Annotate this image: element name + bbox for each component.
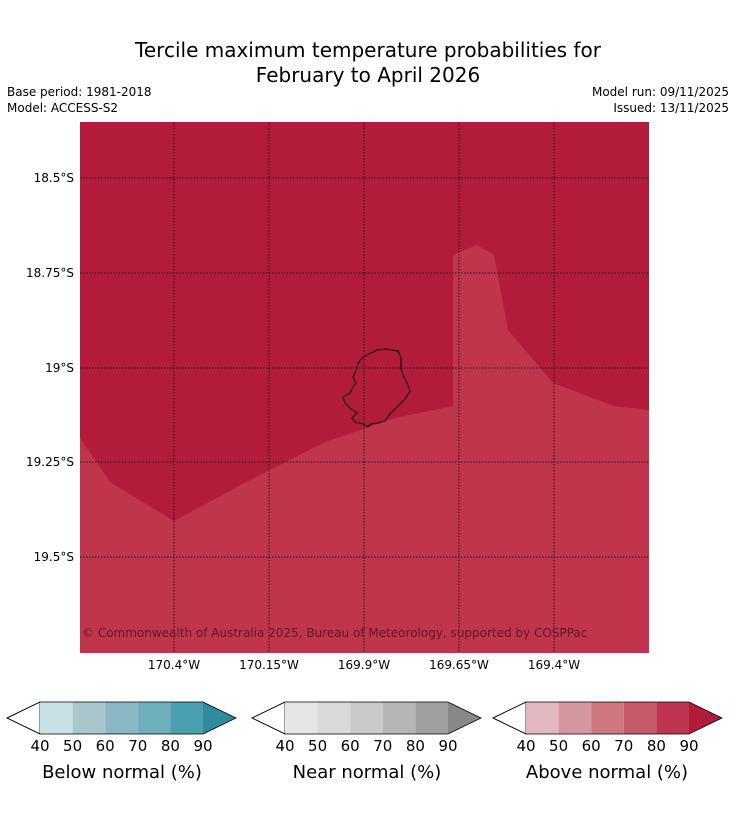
colorbar-above-bin xyxy=(591,702,624,734)
colorbar-near-bin xyxy=(415,702,448,734)
colorbar-above-extend-high xyxy=(689,702,722,734)
colorbar-below-bin xyxy=(105,702,138,734)
island-coastline xyxy=(342,348,411,428)
colorbar-tick-label: 70 xyxy=(373,737,393,755)
colorbar-near-bin xyxy=(317,702,351,734)
meta-left: Base period: 1981-2018 Model: ACCESS-S2 xyxy=(7,84,152,116)
title-line-1: Tercile maximum temperature probabilitie… xyxy=(135,38,601,62)
colorbar-tick-label: 80 xyxy=(646,737,666,755)
colorbar-tick-label: 90 xyxy=(193,737,213,755)
lat-label: 18.5°S xyxy=(33,171,74,185)
title-line-2: February to April 2026 xyxy=(255,63,481,87)
model-name: Model: ACCESS-S2 xyxy=(7,101,119,115)
colorbar-near-outline xyxy=(251,701,482,735)
lon-label: 170.4°W xyxy=(147,658,201,672)
colorbar-tick-label: 70 xyxy=(614,737,634,755)
colorbar-tick-label: 40 xyxy=(275,737,295,755)
colorbar-below-title: Below normal (%) xyxy=(42,762,202,783)
colorbar-above-bin xyxy=(623,702,657,734)
colorbar-below-bin xyxy=(170,702,203,734)
colorbar-below-extend-high xyxy=(203,702,236,734)
colorbar-tick-label: 50 xyxy=(308,737,328,755)
lon-label: 169.4°W xyxy=(527,658,581,672)
graticule xyxy=(80,122,649,653)
colorbar-tick-label: 40 xyxy=(30,737,50,755)
colorbar-tick-label: 80 xyxy=(405,737,425,755)
colorbar-above-title: Above normal (%) xyxy=(525,762,689,783)
colorbar-tick-label: 90 xyxy=(679,737,699,755)
colorbar-below-bin xyxy=(40,702,73,734)
map-title: Tercile maximum temperature probabilitie… xyxy=(0,38,736,88)
colorbar-below-outline xyxy=(6,701,237,735)
colorbar-below-bin xyxy=(137,702,171,734)
colorbar-below-bin xyxy=(72,702,106,734)
colorbar-tick-label: 90 xyxy=(438,737,458,755)
colorbar-tick-label: 50 xyxy=(549,737,569,755)
colorbar-near xyxy=(251,701,482,735)
colorbar-below xyxy=(6,701,237,735)
lat-label: 18.75°S xyxy=(26,266,74,280)
colorbar-above-bin xyxy=(558,702,592,734)
lon-label: 170.15°W xyxy=(239,658,299,672)
model-run: Model run: 09/11/2025 xyxy=(591,85,729,99)
colorbar-near-extend-high xyxy=(448,702,481,734)
lon-label: 169.9°W xyxy=(337,658,391,672)
colorbar-near-bin xyxy=(350,702,383,734)
colorbar-near-extend-low xyxy=(251,701,286,735)
lat-label: 19.5°S xyxy=(33,550,74,564)
colorbar-below-extend-low xyxy=(6,701,41,735)
colorbar-tick-label: 70 xyxy=(128,737,148,755)
base-period: Base period: 1981-2018 xyxy=(7,85,152,99)
colorbar-tick-label: 60 xyxy=(340,737,360,755)
colorbar-above-bin xyxy=(526,702,559,734)
lat-label: 19.25°S xyxy=(26,455,74,469)
lat-label: 19°S xyxy=(45,361,74,375)
colorbar-tick-label: 60 xyxy=(581,737,601,755)
colorbar-near-title: Near normal (%) xyxy=(292,762,442,783)
colorbar-above-outline xyxy=(492,701,723,735)
colorbar-tick-label: 50 xyxy=(63,737,83,755)
colorbar-above-bin xyxy=(656,702,689,734)
colorbar-tick-label: 80 xyxy=(160,737,180,755)
meta-right: Model run: 09/11/2025 Issued: 13/11/2025 xyxy=(592,84,729,116)
colorbar-near-bin xyxy=(382,702,416,734)
colorbar-tick-label: 40 xyxy=(516,737,536,755)
colorbar-above xyxy=(492,701,723,735)
colorbar-tick-label: 60 xyxy=(95,737,115,755)
colorbar-above-extend-low xyxy=(492,701,527,735)
colorbar-near-bin xyxy=(285,702,318,734)
lon-label: 169.65°W xyxy=(429,658,489,672)
issued-date: Issued: 13/11/2025 xyxy=(613,101,729,115)
copyright-notice: © Commonwealth of Australia 2025, Bureau… xyxy=(82,626,588,640)
